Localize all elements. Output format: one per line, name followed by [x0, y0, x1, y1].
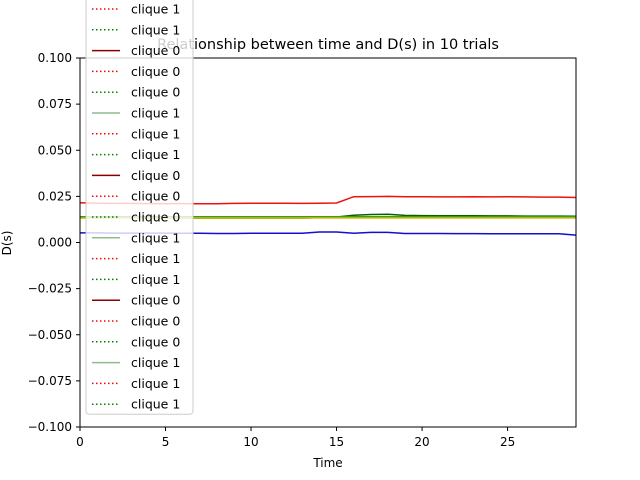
legend-label: clique 0	[131, 314, 180, 329]
legend-label: clique 1	[131, 272, 180, 287]
x-tick-label: 5	[162, 435, 170, 449]
legend-label: clique 1	[131, 106, 180, 121]
x-axis: 0 5 10 15 20 25	[76, 427, 515, 449]
legend-label: clique 1	[131, 376, 180, 391]
y-tick-label: −0.100	[28, 420, 72, 434]
y-tick-label: 0.025	[38, 189, 72, 203]
legend-label: clique 0	[131, 210, 180, 225]
legend-label: clique 1	[131, 147, 180, 162]
y-tick-label: −0.050	[28, 328, 72, 342]
y-tick-label: 0.075	[38, 97, 72, 111]
legend-label: clique 1	[131, 2, 180, 17]
x-axis-label: Time	[312, 456, 342, 470]
legend-box	[85, 0, 194, 415]
x-tick-label: 0	[76, 435, 84, 449]
legend-label: clique 0	[131, 334, 180, 349]
legend: clique 1 clique 1 clique 0 clique 0 clique 0…	[85, 0, 194, 415]
y-axis-label: D(s)	[0, 231, 14, 256]
legend-label: clique 1	[131, 126, 180, 141]
legend-label: clique 1	[131, 230, 180, 245]
y-tick-label: 0.050	[38, 143, 72, 157]
y-axis: −0.100 −0.075 −0.050 −0.025 0.000 0.025 0.050 0…	[28, 51, 80, 434]
legend-label: clique 1	[131, 355, 180, 370]
x-tick-label: 15	[329, 435, 344, 449]
legend-label: clique 0	[131, 189, 180, 204]
y-tick-label: 0.100	[38, 51, 72, 65]
y-tick-label: −0.075	[28, 374, 72, 388]
legend-label: clique 0	[131, 43, 180, 58]
chart-title: Relationship between time and D(s) in 10…	[157, 37, 499, 53]
y-tick-label: 0.000	[38, 236, 72, 250]
legend-label: clique 1	[131, 22, 180, 37]
legend-label: clique 0	[131, 85, 180, 100]
x-tick-label: 25	[500, 435, 515, 449]
y-tick-label: −0.025	[28, 282, 72, 296]
legend-label: clique 0	[131, 64, 180, 79]
legend-label: clique 0	[131, 168, 180, 183]
legend-label: clique 1	[131, 397, 180, 412]
x-tick-label: 10	[243, 435, 258, 449]
x-tick-label: 20	[414, 435, 429, 449]
legend-label: clique 0	[131, 293, 180, 308]
legend-label: clique 1	[131, 251, 180, 266]
